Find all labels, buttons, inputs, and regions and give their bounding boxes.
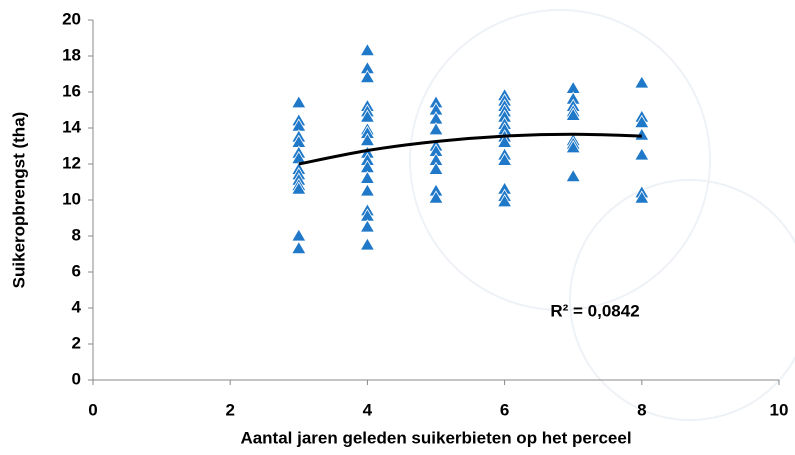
data-point	[565, 107, 581, 121]
y-tick-label: 8	[72, 225, 81, 244]
data-point	[359, 237, 376, 251]
data-point	[428, 190, 444, 204]
data-point	[634, 75, 650, 89]
x-tick-label: 6	[500, 400, 509, 419]
x-tick-label: 2	[225, 400, 234, 419]
r-squared: R² = 0,0842	[550, 301, 639, 320]
data-point	[634, 127, 650, 141]
y-tick-label: 2	[72, 333, 81, 352]
data-point	[359, 170, 376, 184]
data-point	[291, 228, 307, 242]
y-tick-label: 12	[62, 153, 81, 172]
data-point	[359, 42, 376, 56]
data-point	[565, 140, 581, 154]
x-tick-label: 8	[637, 400, 646, 419]
y-tick-label: 10	[62, 189, 81, 208]
watermark	[409, 9, 795, 421]
data-point	[634, 190, 650, 204]
data-point	[359, 183, 376, 197]
data-point	[359, 219, 376, 233]
trendline	[298, 132, 642, 166]
y-tick-label: 20	[62, 9, 81, 28]
data-point	[359, 69, 376, 83]
x-axis-title: Aantal jaren geleden suikerbieten op het…	[240, 428, 631, 447]
data-point	[291, 95, 307, 109]
data-point	[291, 240, 307, 254]
y-axis-title: Suikeropbrengst (tha)	[9, 112, 28, 289]
x-tick-label: 0	[88, 400, 97, 419]
x-tick-label: 4	[363, 400, 373, 419]
y-tick-label: 4	[72, 297, 82, 316]
y-tick-label: 0	[72, 369, 81, 388]
data-point	[634, 147, 650, 161]
y-tick-label: 6	[72, 261, 81, 280]
data-point	[496, 194, 513, 208]
data-point	[496, 152, 513, 166]
y-tick-label: 18	[62, 45, 81, 64]
x-tick-label: 10	[770, 400, 789, 419]
data-point	[291, 181, 307, 195]
data-point	[428, 161, 444, 175]
data-point	[565, 168, 581, 182]
data-point	[428, 122, 444, 136]
y-tick-label: 14	[62, 117, 81, 136]
y-tick-label: 16	[62, 81, 81, 100]
